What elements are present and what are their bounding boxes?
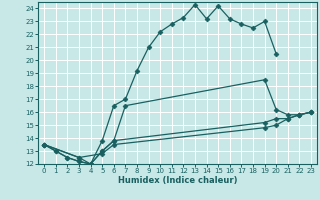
X-axis label: Humidex (Indice chaleur): Humidex (Indice chaleur): [118, 176, 237, 185]
